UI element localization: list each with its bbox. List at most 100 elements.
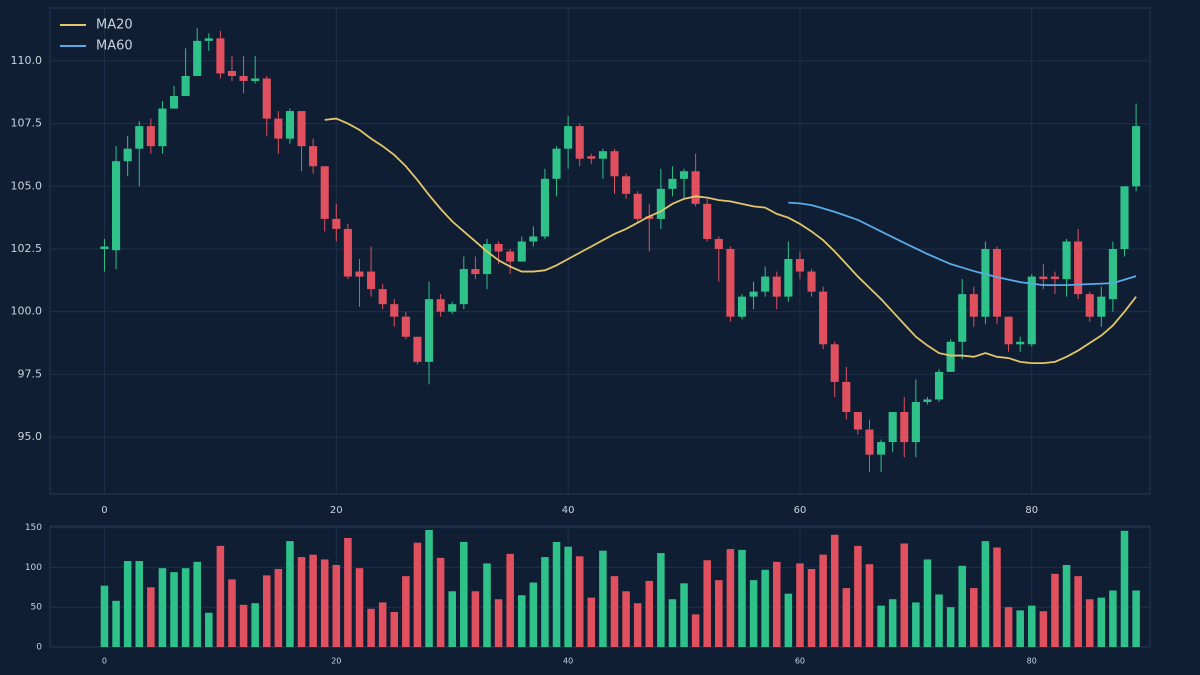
candle-body [297, 111, 306, 147]
candle-body [656, 188, 665, 219]
volume-bar [1120, 530, 1129, 647]
candle-body [1097, 296, 1106, 317]
candle-body [355, 271, 364, 277]
candle-body [703, 203, 712, 239]
candle-body [320, 166, 329, 219]
candle-body [784, 259, 793, 297]
candle-body [506, 251, 515, 262]
volume-bar [830, 534, 839, 647]
volume-bar [564, 546, 572, 647]
volume-bar [842, 588, 851, 647]
volume-bar [216, 545, 225, 647]
candle-body [981, 248, 990, 317]
candle-body [158, 108, 167, 147]
volume-bar [1097, 597, 1106, 647]
volume-bar [772, 561, 781, 647]
candle-body [285, 111, 294, 139]
volume-bar [297, 557, 306, 647]
candle-body [969, 294, 978, 317]
y-tick-label: 50 [31, 603, 43, 613]
candle-body [193, 40, 202, 76]
volume-bar [135, 561, 144, 647]
candle-body [100, 246, 109, 249]
volume-bar [1132, 590, 1140, 647]
x-tick-label: 60 [795, 657, 805, 666]
volume-bar [112, 600, 120, 647]
y-tick-label: 95.0 [18, 430, 43, 443]
volume-bar [1004, 607, 1013, 647]
volume-bar [981, 541, 990, 647]
volume-bar [262, 575, 271, 647]
ma-line [324, 117, 1137, 364]
volume-bar [309, 554, 317, 647]
candle-body [923, 399, 932, 402]
volume-bar [320, 559, 329, 647]
volume-bar [274, 568, 283, 647]
volume-bar [552, 541, 561, 647]
candle-body [413, 336, 422, 362]
y-tick-label: 110.0 [11, 54, 43, 67]
candle-body [587, 156, 596, 159]
volume-bar [413, 542, 422, 647]
candle-body [772, 276, 781, 297]
candle-body [807, 271, 816, 292]
candle-body [552, 148, 561, 179]
candle-body [726, 248, 735, 317]
volume-bar [912, 602, 920, 647]
volume-bar [378, 602, 387, 647]
candle-body [1120, 186, 1129, 249]
volume-bar [1074, 576, 1082, 647]
candle-body [749, 291, 758, 297]
x-tick-label: 0 [101, 505, 107, 516]
candle-body [691, 171, 700, 204]
x-tick-label: 20 [331, 657, 341, 666]
candle-body [645, 216, 654, 219]
candle-body [1132, 126, 1141, 187]
volume-bar [935, 594, 943, 647]
volume-bar [680, 583, 688, 647]
candle-body [877, 442, 886, 455]
candle-body [622, 176, 631, 194]
candle-body [819, 291, 828, 345]
volume-bar [181, 568, 190, 647]
x-tick-label: 40 [563, 657, 573, 666]
candle-body [540, 178, 549, 237]
volume-bar [1028, 605, 1036, 647]
candle-body [564, 126, 573, 149]
candle-body [1039, 276, 1048, 280]
candle-body [946, 341, 955, 372]
candle-body [911, 401, 920, 443]
volume-bar [158, 568, 167, 647]
volume-bar [668, 599, 677, 647]
volume-bar [1085, 599, 1094, 647]
volume-bar [784, 593, 793, 647]
candle-body [842, 381, 851, 412]
candle-body [169, 96, 179, 109]
volume-bar [100, 585, 109, 647]
candle-body [1004, 316, 1013, 345]
candle-body [761, 276, 770, 292]
volume-bar [923, 559, 932, 647]
candle-body [448, 304, 457, 312]
volume-bar [1109, 590, 1117, 647]
candle-body [424, 299, 434, 362]
x-tick-label: 60 [794, 505, 807, 516]
candle-body [529, 236, 538, 242]
volume-bar [691, 614, 700, 647]
candle-body [737, 296, 747, 317]
volume-bar [645, 580, 654, 647]
candle-body [401, 316, 410, 337]
candle-body [900, 411, 909, 443]
candle-body [517, 241, 526, 262]
volume-bar [1039, 611, 1048, 647]
volume-bar [506, 553, 514, 647]
ma-line [788, 201, 1137, 287]
plot-frame [49, 7, 1151, 495]
volume-bar [1051, 573, 1059, 647]
volume-bar [170, 572, 178, 647]
candle-body [332, 218, 341, 229]
candle-body [679, 171, 689, 179]
volume-bar [749, 580, 758, 647]
volume-bar [228, 579, 236, 647]
candle-body [309, 146, 318, 167]
